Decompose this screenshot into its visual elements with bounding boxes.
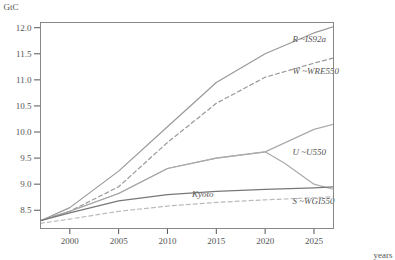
svg-text:Kyoto: Kyoto [191, 189, 214, 199]
svg-text:9.0: 9.0 [20, 179, 32, 189]
svg-text:12.0: 12.0 [16, 23, 32, 33]
svg-text:8.5: 8.5 [20, 205, 32, 215]
svg-text:2005: 2005 [110, 236, 129, 246]
svg-text:2000: 2000 [61, 236, 80, 246]
svg-text:9.5: 9.5 [20, 153, 32, 163]
svg-text:11.5: 11.5 [16, 49, 32, 59]
svg-text:R ~IS92a: R ~IS92a [291, 34, 326, 44]
svg-text:10.5: 10.5 [16, 101, 32, 111]
svg-text:11.0: 11.0 [16, 75, 32, 85]
svg-text:GtC: GtC [4, 2, 19, 12]
svg-text:S ~WGI550: S ~WGI550 [292, 196, 335, 206]
svg-text:10.0: 10.0 [16, 127, 32, 137]
svg-text:2020: 2020 [256, 236, 275, 246]
svg-text:2025: 2025 [305, 236, 324, 246]
svg-text:2010: 2010 [158, 236, 177, 246]
svg-text:years: years [374, 250, 393, 260]
svg-text:2015: 2015 [207, 236, 226, 246]
svg-text:W ~WRE550: W ~WRE550 [292, 66, 339, 76]
svg-text:U ~U550: U ~U550 [292, 147, 326, 157]
